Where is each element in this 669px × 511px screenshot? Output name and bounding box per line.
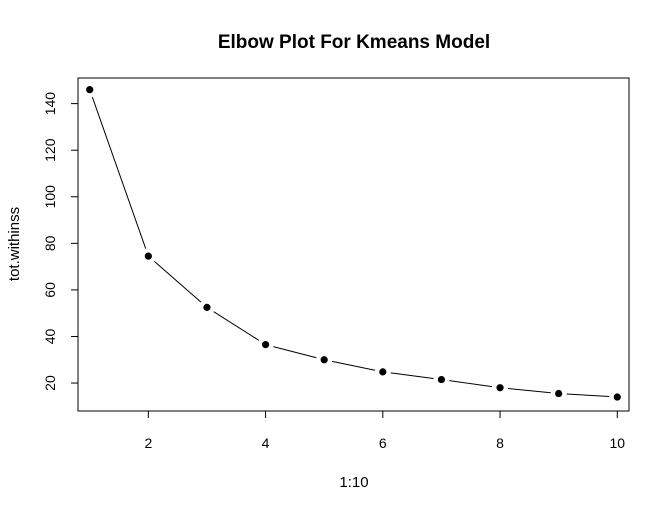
data-point (613, 393, 621, 401)
y-tick-label: 40 (42, 328, 58, 344)
x-tick-label: 10 (609, 435, 625, 451)
data-point (555, 389, 563, 398)
series-line-segment (449, 380, 493, 388)
y-tick-label: 60 (42, 282, 58, 298)
y-tick-label: 80 (42, 235, 58, 251)
y-tick-label: 100 (42, 185, 58, 209)
series-line-segment (91, 97, 147, 249)
x-tick-label: 8 (496, 435, 504, 451)
data-point (203, 303, 211, 311)
series-line-segment (213, 311, 260, 341)
x-axis: 2 4 6 8 10 (144, 411, 625, 451)
plot-area-frame (77, 77, 630, 412)
x-axis-label: 1:10 (339, 474, 368, 491)
series-line-segment (390, 372, 434, 380)
series-line-segment (273, 346, 317, 359)
y-axis: 20 40 60 80 100 120 140 (42, 92, 78, 391)
data-point (496, 384, 504, 392)
x-tick-label: 4 (262, 435, 270, 451)
data-point (261, 341, 270, 349)
y-tick-label: 120 (42, 138, 58, 162)
data-point (379, 368, 387, 376)
x-tick-label: 2 (144, 435, 152, 451)
series-tot-withinss (86, 86, 621, 401)
y-axis-label: tot.withinss (6, 207, 23, 281)
series-line-segment (507, 388, 551, 394)
y-tick-label: 140 (42, 92, 58, 116)
data-point (144, 252, 152, 260)
y-tick-label: 20 (42, 375, 58, 391)
x-tick-label: 6 (379, 435, 387, 451)
data-point (320, 356, 328, 364)
data-point (437, 375, 446, 384)
chart-title: Elbow Plot For Kmeans Model (218, 32, 490, 53)
data-point (86, 86, 94, 94)
series-line-segment (566, 393, 610, 398)
series-line-segment (331, 360, 376, 371)
series-line-segment (154, 261, 202, 303)
